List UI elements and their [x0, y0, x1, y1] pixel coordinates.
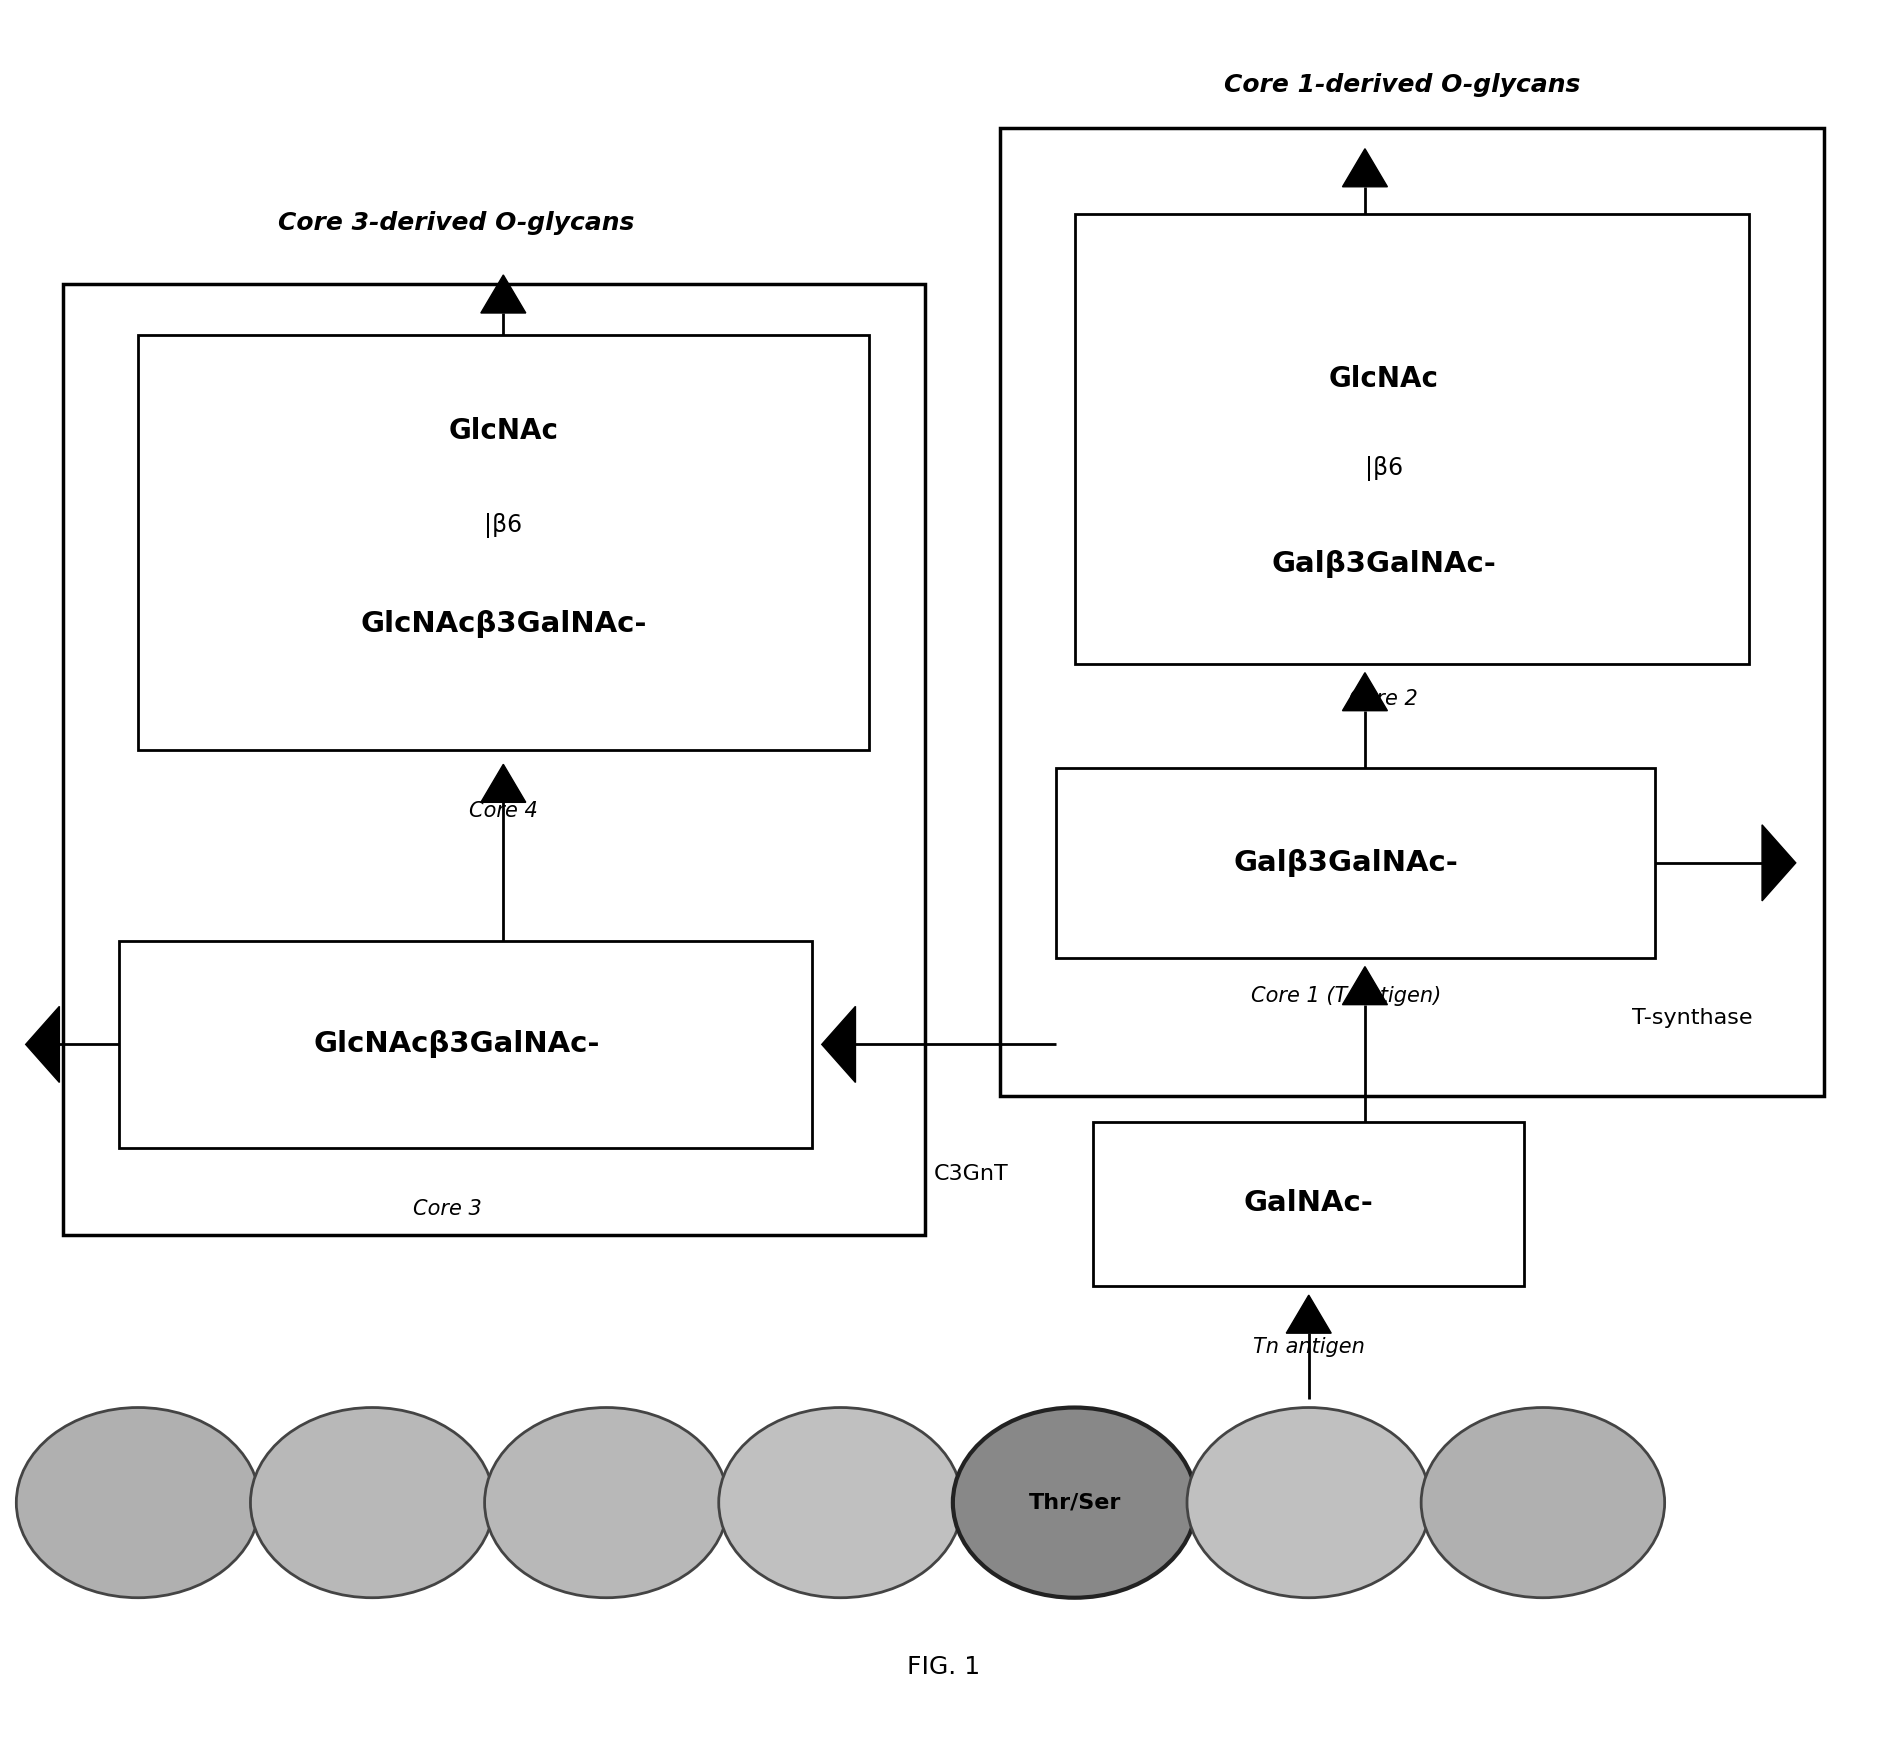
Bar	[62, 284, 925, 1234]
Text: Galβ3GalNAc-: Galβ3GalNAc-	[1234, 849, 1459, 877]
Bar	[1093, 1122, 1525, 1286]
Bar	[1057, 767, 1655, 959]
Polygon shape	[481, 275, 526, 314]
Text: |β6: |β6	[485, 512, 523, 539]
Text: Core 3-derived O-glycans: Core 3-derived O-glycans	[277, 211, 634, 235]
Text: Galβ3GalNAc-: Galβ3GalNAc-	[1272, 549, 1496, 577]
Text: Core 4: Core 4	[470, 802, 538, 821]
Polygon shape	[26, 1006, 58, 1082]
Ellipse shape	[719, 1408, 962, 1598]
Text: GlcNAc: GlcNAc	[1328, 364, 1438, 392]
Text: Thr/Ser: Thr/Ser	[1028, 1492, 1121, 1513]
Ellipse shape	[953, 1408, 1196, 1598]
Text: Core 1-derived O-glycans: Core 1-derived O-glycans	[1225, 73, 1581, 98]
Text: FIG. 1: FIG. 1	[908, 1654, 979, 1679]
Text: GalNAc-: GalNAc-	[1244, 1189, 1374, 1218]
Polygon shape	[481, 763, 526, 802]
Text: GlcNAc: GlcNAc	[449, 417, 559, 444]
Text: Core 2: Core 2	[1349, 688, 1417, 709]
Text: Core 1 (T antigen): Core 1 (T antigen)	[1251, 987, 1442, 1006]
Ellipse shape	[1187, 1408, 1430, 1598]
Text: T-synthase: T-synthase	[1632, 1009, 1753, 1028]
Bar	[1000, 127, 1825, 1096]
Polygon shape	[1287, 1295, 1330, 1333]
Ellipse shape	[1421, 1408, 1664, 1598]
Text: |β6: |β6	[1364, 457, 1402, 481]
Polygon shape	[1762, 824, 1796, 901]
Text: GlcNAcβ3GalNAc-: GlcNAcβ3GalNAc-	[313, 1030, 600, 1058]
Polygon shape	[1342, 148, 1387, 187]
Text: Tn antigen: Tn antigen	[1253, 1337, 1364, 1358]
Text: GlcNAcβ3GalNAc-: GlcNAcβ3GalNAc-	[360, 610, 647, 638]
Text: Core 3: Core 3	[413, 1199, 481, 1218]
Ellipse shape	[485, 1408, 728, 1598]
Polygon shape	[821, 1006, 855, 1082]
Bar	[138, 335, 868, 751]
Text: C3GnT: C3GnT	[934, 1164, 1010, 1183]
Ellipse shape	[17, 1408, 260, 1598]
Ellipse shape	[251, 1408, 494, 1598]
Bar	[119, 941, 813, 1149]
Polygon shape	[1342, 673, 1387, 711]
Bar	[1074, 214, 1749, 664]
Polygon shape	[1342, 967, 1387, 1004]
